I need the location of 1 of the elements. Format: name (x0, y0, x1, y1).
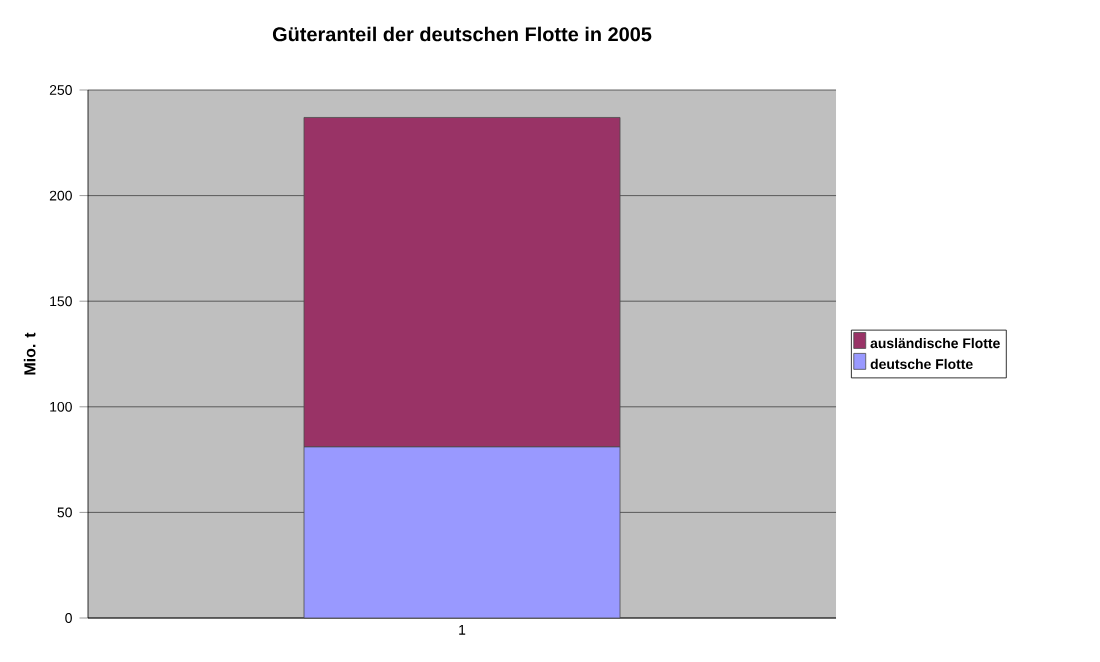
chart-title: Güteranteil der deutschen Flotte in 2005 (272, 26, 652, 42)
